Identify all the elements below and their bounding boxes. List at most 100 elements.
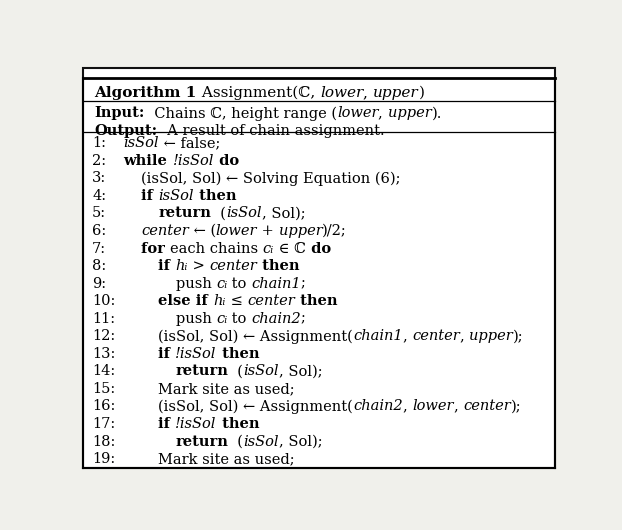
Text: 11:: 11: bbox=[92, 312, 115, 326]
Text: center: center bbox=[412, 329, 460, 343]
Text: chain2: chain2 bbox=[251, 312, 301, 326]
Text: upper: upper bbox=[373, 86, 419, 100]
Text: chain1: chain1 bbox=[251, 277, 301, 290]
Text: while: while bbox=[124, 154, 172, 168]
Text: ,: , bbox=[379, 107, 388, 120]
Text: then: then bbox=[295, 294, 337, 308]
Text: Assignment(ℂ,: Assignment(ℂ, bbox=[197, 86, 320, 101]
Text: ): ) bbox=[419, 86, 425, 100]
Text: to: to bbox=[228, 277, 251, 290]
Text: )/2;: )/2; bbox=[322, 224, 347, 238]
Text: Mark site as used;: Mark site as used; bbox=[158, 452, 295, 466]
Text: Input:: Input: bbox=[95, 107, 145, 120]
Text: upper: upper bbox=[388, 107, 432, 120]
Text: cᵢ: cᵢ bbox=[216, 312, 228, 326]
Text: 13:: 13: bbox=[92, 347, 116, 361]
Text: (: ( bbox=[211, 207, 226, 220]
Text: push: push bbox=[175, 312, 216, 326]
Text: !isSol: !isSol bbox=[172, 154, 214, 168]
Text: isSol: isSol bbox=[158, 189, 193, 203]
Text: , Sol);: , Sol); bbox=[261, 207, 305, 220]
Text: 2:: 2: bbox=[92, 154, 106, 168]
Text: if: if bbox=[158, 347, 175, 361]
Text: 6:: 6: bbox=[92, 224, 106, 238]
Text: lower: lower bbox=[412, 400, 453, 413]
Text: Chains ℂ, height range (: Chains ℂ, height range ( bbox=[145, 107, 337, 121]
Text: 7:: 7: bbox=[92, 242, 106, 255]
Text: 5:: 5: bbox=[92, 207, 106, 220]
Text: center: center bbox=[209, 259, 257, 273]
Text: );: ); bbox=[513, 329, 524, 343]
Text: Algorithm 1: Algorithm 1 bbox=[95, 86, 197, 100]
Text: 12:: 12: bbox=[92, 329, 116, 343]
Text: upper: upper bbox=[469, 329, 513, 343]
Text: 15:: 15: bbox=[92, 382, 116, 396]
Text: return: return bbox=[175, 364, 228, 378]
Text: then: then bbox=[216, 347, 259, 361]
Text: 10:: 10: bbox=[92, 294, 116, 308]
Text: for: for bbox=[141, 242, 170, 255]
Text: ∈ ℂ: ∈ ℂ bbox=[274, 242, 305, 255]
Text: 19:: 19: bbox=[92, 452, 116, 466]
Text: center: center bbox=[141, 224, 188, 238]
Text: Mark site as used;: Mark site as used; bbox=[158, 382, 295, 396]
Text: return: return bbox=[175, 435, 228, 448]
Text: ,: , bbox=[453, 400, 463, 413]
Text: isSol: isSol bbox=[226, 207, 261, 220]
Text: return: return bbox=[158, 207, 211, 220]
Text: isSol: isSol bbox=[243, 364, 279, 378]
Text: isSol: isSol bbox=[243, 435, 279, 448]
Text: if: if bbox=[158, 259, 175, 273]
Text: upper: upper bbox=[279, 224, 322, 238]
Text: 9:: 9: bbox=[92, 277, 106, 290]
Text: ← false;: ← false; bbox=[159, 136, 220, 150]
Text: ← (: ← ( bbox=[188, 224, 216, 238]
Text: (isSol, Sol) ← Assignment(: (isSol, Sol) ← Assignment( bbox=[158, 400, 353, 414]
Text: 17:: 17: bbox=[92, 417, 116, 431]
Text: push: push bbox=[175, 277, 216, 290]
Text: (: ( bbox=[228, 435, 243, 448]
Text: each chains: each chains bbox=[170, 242, 262, 255]
Text: if: if bbox=[141, 189, 158, 203]
Text: do: do bbox=[305, 242, 331, 255]
Text: (isSol, Sol) ← Assignment(: (isSol, Sol) ← Assignment( bbox=[158, 329, 353, 343]
Text: (: ( bbox=[228, 364, 243, 378]
Text: >: > bbox=[188, 259, 209, 273]
Text: isSol: isSol bbox=[124, 136, 159, 150]
Text: +: + bbox=[258, 224, 279, 238]
Text: chain2: chain2 bbox=[353, 400, 402, 413]
Text: center: center bbox=[463, 400, 511, 413]
Text: cᵢ: cᵢ bbox=[216, 277, 228, 290]
Text: ;: ; bbox=[301, 312, 306, 326]
Text: center: center bbox=[247, 294, 295, 308]
FancyBboxPatch shape bbox=[83, 68, 555, 467]
Text: else if: else if bbox=[158, 294, 213, 308]
Text: 1:: 1: bbox=[92, 136, 106, 150]
Text: to: to bbox=[228, 312, 251, 326]
Text: !isSol: !isSol bbox=[175, 347, 216, 361]
Text: hᵢ: hᵢ bbox=[213, 294, 226, 308]
Text: ).: ). bbox=[432, 107, 442, 120]
Text: 4:: 4: bbox=[92, 189, 106, 203]
Text: then: then bbox=[257, 259, 300, 273]
Text: 16:: 16: bbox=[92, 400, 116, 413]
Text: hᵢ: hᵢ bbox=[175, 259, 188, 273]
Text: , Sol);: , Sol); bbox=[279, 435, 322, 448]
Text: ,: , bbox=[402, 329, 412, 343]
Text: 18:: 18: bbox=[92, 435, 116, 448]
Text: (isSol, Sol) ← Solving Equation (6);: (isSol, Sol) ← Solving Equation (6); bbox=[141, 171, 401, 185]
Text: lower: lower bbox=[320, 86, 363, 100]
Text: , Sol);: , Sol); bbox=[279, 364, 322, 378]
Text: then: then bbox=[216, 417, 259, 431]
Text: !isSol: !isSol bbox=[175, 417, 216, 431]
Text: ,: , bbox=[460, 329, 469, 343]
Text: lower: lower bbox=[337, 107, 379, 120]
Text: );: ); bbox=[511, 400, 521, 413]
Text: A result of chain assignment.: A result of chain assignment. bbox=[158, 123, 384, 138]
Text: 8:: 8: bbox=[92, 259, 106, 273]
Text: ,: , bbox=[402, 400, 412, 413]
Text: lower: lower bbox=[216, 224, 258, 238]
Text: cᵢ: cᵢ bbox=[262, 242, 274, 255]
Text: chain1: chain1 bbox=[353, 329, 402, 343]
Text: ;: ; bbox=[301, 277, 306, 290]
